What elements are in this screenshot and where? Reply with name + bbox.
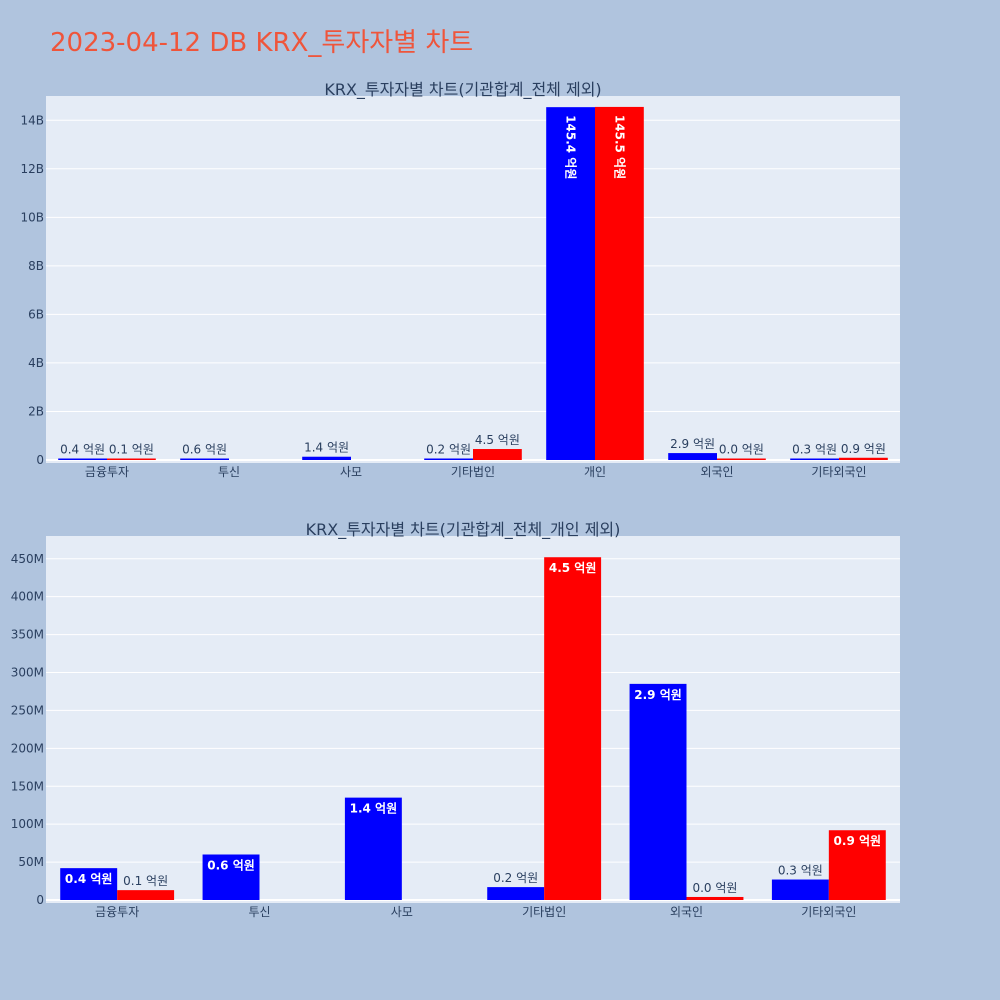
bar-data-label: 0.2 억원 — [493, 871, 538, 885]
y-tick-label: 14B — [20, 113, 44, 127]
y-tick-label: 12B — [20, 162, 44, 176]
buy-bar — [629, 683, 687, 900]
x-tick-label: 투신 — [218, 465, 240, 479]
sell-bar — [544, 557, 602, 900]
buy-bar — [487, 887, 545, 900]
bar-data-label: 0.6 억원 — [182, 443, 227, 457]
y-tick-label: 10B — [20, 210, 44, 224]
x-tick-label: 금융투자 — [95, 905, 139, 919]
sell-bar — [473, 449, 522, 460]
bar-data-label: 0.4 억원 — [65, 872, 113, 886]
y-tick-label: 4B — [28, 356, 44, 370]
buy-bar — [668, 453, 717, 460]
x-tick-label: 기타법인 — [522, 905, 566, 919]
sell-bar — [686, 896, 744, 900]
y-tick-label: 250M — [11, 703, 44, 717]
buy-bar — [60, 868, 118, 900]
bar-data-label: 1.4 억원 — [350, 802, 398, 816]
bar-data-label: 1.4 억원 — [304, 441, 349, 455]
sell-bar — [717, 458, 766, 460]
plot-area-1 — [46, 96, 900, 463]
x-tick-label: 사모 — [340, 465, 362, 479]
buy-bar — [790, 458, 839, 460]
buy-bar — [180, 458, 229, 460]
y-tick-label: 100M — [11, 817, 44, 831]
bar-data-label: 0.1 억원 — [109, 443, 154, 457]
y-tick-label: 6B — [28, 307, 44, 321]
y-tick-label: 150M — [11, 779, 44, 793]
bar-data-label: 0.1 억원 — [123, 874, 168, 888]
bar-data-label: 0.0 억원 — [692, 881, 737, 895]
plot-area-2 — [46, 536, 900, 903]
x-tick-label: 기타외국인 — [801, 905, 856, 919]
sell-bar — [107, 458, 156, 460]
bar-data-label: 0.0 억원 — [719, 443, 764, 457]
bar-data-label: 145.5 억원 — [612, 115, 626, 179]
sell-bar — [839, 457, 888, 460]
bar-data-label: 2.9 억원 — [670, 437, 715, 451]
buy-bar — [771, 879, 829, 900]
y-tick-label: 0 — [36, 453, 44, 467]
bar-data-label: 145.4 억원 — [564, 115, 578, 179]
y-tick-label: 300M — [11, 666, 44, 680]
x-tick-label: 기타외국인 — [811, 465, 866, 479]
y-tick-label: 0 — [36, 893, 44, 907]
sell-bar — [595, 106, 644, 461]
buy-bar — [424, 458, 473, 460]
buy-bar — [202, 854, 260, 900]
x-tick-label: 기타법인 — [451, 465, 495, 479]
x-tick-label: 금융투자 — [85, 465, 129, 479]
bar-data-label: 0.9 억원 — [834, 834, 882, 848]
chart-title-1: KRX_투자자별 차트(기관합계_전체 제외) — [324, 80, 601, 100]
sell-bar — [117, 890, 175, 900]
x-tick-label: 외국인 — [700, 465, 733, 479]
y-tick-label: 8B — [28, 259, 44, 273]
y-tick-label: 2B — [28, 404, 44, 418]
sell-bar — [828, 830, 886, 900]
bar-data-label: 0.6 억원 — [207, 859, 255, 873]
y-tick-label: 50M — [18, 855, 44, 869]
buy-bar — [58, 458, 107, 460]
bar-data-label: 0.9 억원 — [841, 442, 886, 456]
bar-data-label: 0.3 억원 — [778, 864, 823, 878]
x-tick-label: 사모 — [391, 905, 413, 919]
y-tick-label: 400M — [11, 590, 44, 604]
chart-title-2: KRX_투자자별 차트(기관합계_전체_개인 제외) — [306, 520, 621, 540]
bar-data-label: 0.3 억원 — [792, 443, 837, 457]
y-tick-label: 450M — [11, 552, 44, 566]
y-tick-label: 200M — [11, 741, 44, 755]
buy-bar — [344, 797, 402, 900]
bar-data-label: 2.9 억원 — [634, 688, 682, 702]
buy-bar — [302, 456, 351, 460]
bar-data-label: 4.5 억원 — [549, 561, 597, 575]
x-tick-label: 외국인 — [670, 905, 703, 919]
buy-bar — [546, 107, 595, 461]
bar-data-label: 0.4 억원 — [60, 443, 105, 457]
y-tick-label: 350M — [11, 628, 44, 642]
x-tick-label: 투신 — [248, 905, 270, 919]
bar-data-label: 4.5 억원 — [475, 433, 520, 447]
x-tick-label: 개인 — [584, 465, 606, 479]
bar-data-label: 0.2 억원 — [426, 443, 471, 457]
page-title: 2023-04-12 DB KRX_투자자별 차트 — [50, 28, 474, 58]
